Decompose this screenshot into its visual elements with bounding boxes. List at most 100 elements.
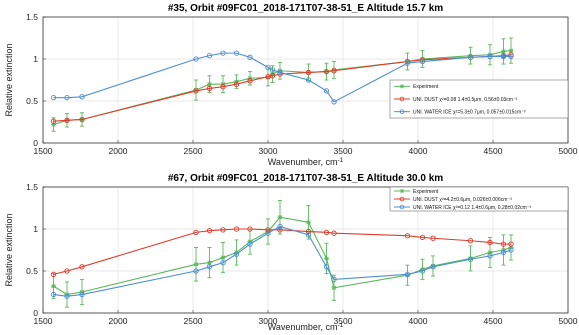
x-tick-label: 1500: [34, 146, 53, 156]
data-point: [220, 84, 226, 90]
legend: Experiment UNI. DUST χ²=4.2±0.6μm, 0.026±…: [389, 186, 569, 212]
x-tick-label: 4000: [409, 146, 428, 156]
data-point: [79, 264, 85, 270]
data-point: [206, 81, 213, 87]
data-point: [305, 219, 312, 225]
y-tick-label: 0.5: [26, 266, 38, 276]
data-point: [233, 50, 240, 56]
legend-marker: [399, 96, 405, 102]
data-point: [430, 264, 436, 270]
data-point: [487, 253, 493, 259]
y-tick-label: 1: [33, 54, 38, 64]
data-point: [206, 52, 213, 59]
legend-marker: [399, 204, 405, 210]
y-axis-label: Relative extinction: [4, 43, 14, 116]
chart-panel-1: 1500 2000 2500 3000 3500 4000 4500 5000 0 0.5 1 1.5…: [4, 3, 578, 167]
y-tick-label: 0: [33, 138, 38, 148]
data-point: [430, 235, 436, 241]
data-point: [331, 230, 337, 236]
data-point: [331, 68, 337, 74]
data-point: [323, 88, 330, 94]
data-point: [277, 214, 283, 220]
legend-marker: [399, 84, 405, 89]
data-point: [247, 241, 253, 247]
data-point: [233, 81, 240, 87]
data-point: [64, 268, 70, 274]
data-point: [50, 118, 57, 124]
data-point: [500, 249, 507, 256]
y-tick-label: 0.5: [26, 96, 38, 106]
data-point: [247, 226, 253, 232]
x-tick-label: 1500: [34, 316, 53, 326]
data-point: [508, 53, 514, 60]
data-point: [206, 264, 213, 270]
data-point: [247, 54, 253, 60]
chart-title: #35, Orbit #09FC01_2018-171T07-38-51_E A…: [168, 3, 443, 14]
data-point: [323, 68, 330, 75]
data-point: [331, 276, 337, 283]
x-tick-label: 2500: [184, 146, 203, 156]
y-axis-label: Relative extinction: [4, 213, 14, 286]
data-point: [269, 67, 276, 73]
series-1: [50, 199, 514, 308]
data-point: [487, 239, 493, 246]
data-point: [193, 268, 199, 274]
series-3: [50, 223, 514, 299]
legend-box: [389, 186, 569, 212]
data-point: [233, 251, 240, 257]
data-point: [193, 88, 199, 94]
data-point: [404, 233, 411, 239]
x-tick-label: 2000: [109, 146, 128, 156]
data-point: [331, 99, 337, 105]
data-point: [64, 94, 70, 101]
legend-box: [389, 79, 569, 119]
y-tick-label: 1: [33, 224, 38, 234]
x-tick-label: 5000: [559, 316, 578, 326]
data-point: [419, 58, 426, 65]
x-tick-label: 3500: [334, 316, 353, 326]
data-point: [500, 53, 507, 60]
legend-label: UNI. DUST χ²=4.2±0.6μm, 0.026±0.006cm⁻³: [413, 197, 512, 203]
series-3: [50, 50, 514, 105]
x-axis-label: Wavenumber, cm-1: [268, 322, 344, 332]
data-point: [79, 291, 85, 298]
data-point: [220, 259, 226, 266]
data-point: [419, 268, 426, 274]
data-point: [323, 255, 330, 261]
x-tick-label: 4000: [409, 316, 428, 326]
x-tick-label: 2500: [184, 316, 203, 326]
data-point: [193, 56, 199, 62]
data-point: [467, 238, 474, 244]
y-tick-label: 0: [33, 308, 38, 318]
data-point: [220, 50, 226, 56]
axes-box: [42, 186, 569, 314]
data-point: [404, 271, 411, 278]
data-point: [50, 271, 57, 278]
data-point: [487, 53, 493, 60]
legend-marker: [399, 109, 405, 114]
data-point: [305, 228, 312, 235]
legend-label: UNI. DUST χ²=0.08 1.4±0.5μm, 0.56±0.03cm…: [413, 97, 518, 103]
data-point: [50, 291, 57, 298]
y-tick-label: 1.5: [26, 12, 38, 22]
x-tick-label: 3000: [259, 316, 278, 326]
data-point: [79, 94, 85, 100]
data-point: [265, 230, 271, 236]
x-tick-label: 2000: [109, 316, 128, 326]
data-point: [419, 234, 426, 241]
data-point: [404, 60, 411, 66]
data-point: [265, 227, 271, 233]
data-point: [508, 247, 514, 253]
x-tick-label: 4500: [484, 146, 503, 156]
data-point: [277, 223, 283, 230]
data-point: [193, 229, 199, 236]
data-point: [508, 241, 514, 247]
data-point: [467, 54, 474, 60]
data-point: [277, 227, 283, 233]
data-point: [305, 77, 312, 83]
data-point: [500, 48, 507, 55]
data-point: [64, 293, 70, 299]
data-point: [247, 78, 253, 84]
data-point: [269, 73, 276, 79]
